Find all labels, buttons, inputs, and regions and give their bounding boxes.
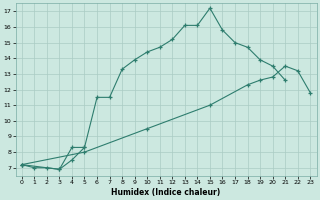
X-axis label: Humidex (Indice chaleur): Humidex (Indice chaleur): [111, 188, 221, 197]
